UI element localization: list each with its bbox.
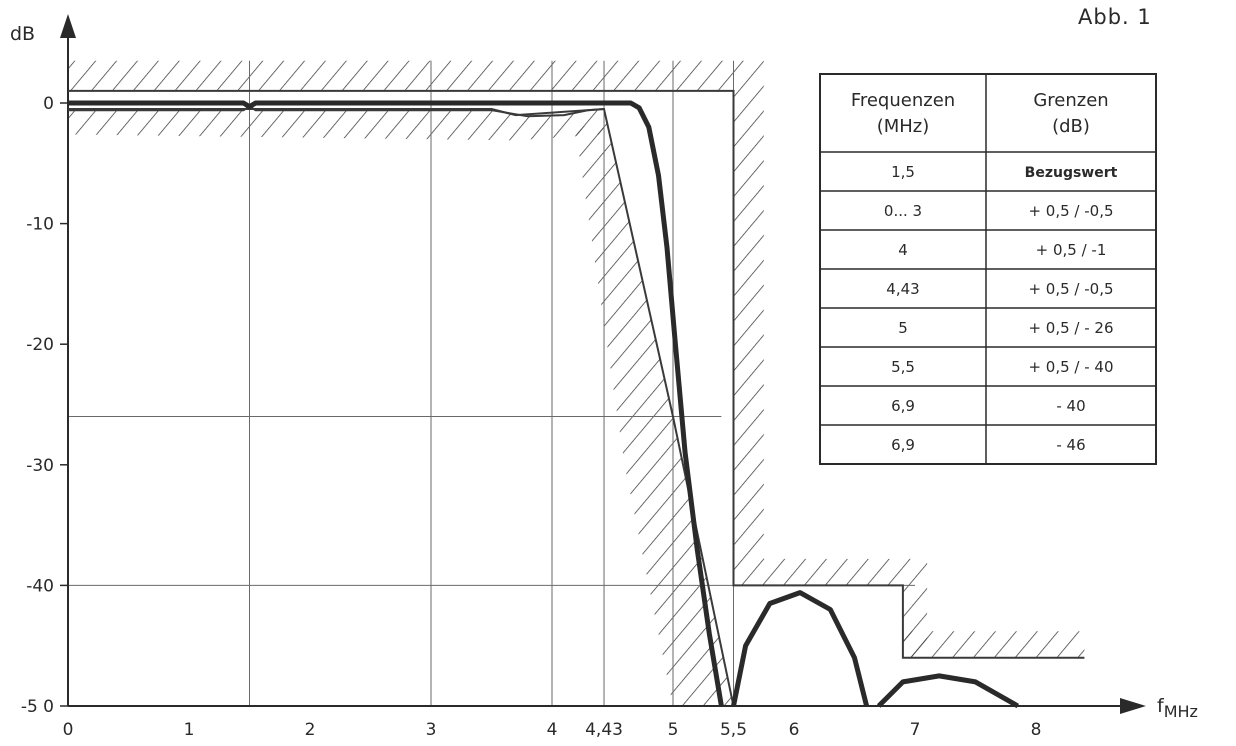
- table-cell-frequency: 6,9: [891, 397, 915, 415]
- response-curve: [68, 100, 724, 707]
- lower-limit-line: [68, 107, 735, 707]
- table-cell-limit: - 46: [1056, 436, 1085, 454]
- table-cell-frequency: 5,5: [891, 358, 915, 376]
- y-tick-label: -20: [26, 335, 54, 355]
- y-axis-arrow: [60, 14, 76, 38]
- grid-lines: [67, 60, 915, 706]
- table-cell-frequency: 1,5: [891, 163, 915, 181]
- axes: [60, 14, 1146, 714]
- x-tick-label: 4: [547, 720, 558, 740]
- table-cell-limit: - 40: [1056, 397, 1085, 415]
- table-cell-limit: Bezugswert: [1025, 165, 1118, 181]
- x-tick-label: 3: [426, 720, 437, 740]
- x-axis-arrow: [1120, 698, 1146, 714]
- x-tick-label: 1: [184, 720, 195, 740]
- table-cell-limit: + 0,5 / -1: [1036, 241, 1107, 259]
- y-axis-title: dB: [10, 23, 35, 45]
- tolerance-hatching: [68, 60, 1085, 706]
- table-header-line1: Frequenzen: [851, 90, 955, 111]
- hatch-region-1: [733, 60, 764, 559]
- table-cell-frequency: 5: [898, 319, 908, 337]
- x-tick-label: 2: [305, 720, 316, 740]
- table-header-line2: (MHz): [877, 116, 930, 137]
- x-tick-label: 4,43: [585, 720, 623, 740]
- table-cell-limit: + 0,5 / - 40: [1028, 358, 1113, 376]
- y-tick-label: -10: [26, 215, 54, 235]
- x-tick-label: 0: [63, 720, 74, 740]
- upper-limit-line: [68, 89, 1085, 659]
- hatch-region-2: [733, 558, 928, 586]
- table-cell-frequency: 4,43: [886, 280, 919, 298]
- y-tick-label: -30: [26, 456, 54, 476]
- x-tick-label: 5: [668, 720, 679, 740]
- table-cell-frequency: 0... 3: [884, 202, 922, 220]
- table-cell-limit: + 0,5 / -0,5: [1028, 202, 1113, 220]
- table-cell-limit: + 0,5 / -0,5: [1028, 280, 1113, 298]
- stopband-lobe-1: [731, 590, 870, 707]
- x-tick-label: 7: [910, 720, 921, 740]
- x-axis-title: fMHz: [1157, 695, 1198, 721]
- stopband-lobe-2: [876, 673, 1020, 709]
- table-cell-frequency: 4: [898, 241, 908, 259]
- y-tick-label: 0: [43, 94, 54, 114]
- tick-labels: 0 1 2 3 4 4,43 5 5,5 6 7 8 0 -10 -20 -30 -40 -5 0: [21, 94, 1042, 740]
- table-cell-frequency: 6,9: [891, 436, 915, 454]
- hatch-region-6: [576, 109, 734, 706]
- x-tick-label: 8: [1031, 720, 1042, 740]
- hatch-region-0: [68, 60, 734, 91]
- x-tick-label: 5,5: [720, 720, 747, 740]
- y-tick-label: -5 0: [21, 697, 54, 717]
- response-curve-lower: [68, 105, 605, 118]
- curves: [68, 89, 1085, 709]
- table-header-line1: Grenzen: [1033, 90, 1108, 111]
- x-tick-label: 6: [789, 720, 800, 740]
- hatch-region-4: [902, 631, 1085, 658]
- figure-label: Abb. 1: [1078, 5, 1152, 29]
- y-tick-label: -40: [26, 576, 54, 596]
- hatch-region-5: [68, 109, 604, 141]
- limits-table: Frequenzen (MHz) Grenzen (dB) 1,5 Bezugswert 0…: [819, 73, 1157, 465]
- table-cell-limit: + 0,5 / - 26: [1028, 319, 1113, 337]
- table-header-line2: (dB): [1052, 116, 1090, 137]
